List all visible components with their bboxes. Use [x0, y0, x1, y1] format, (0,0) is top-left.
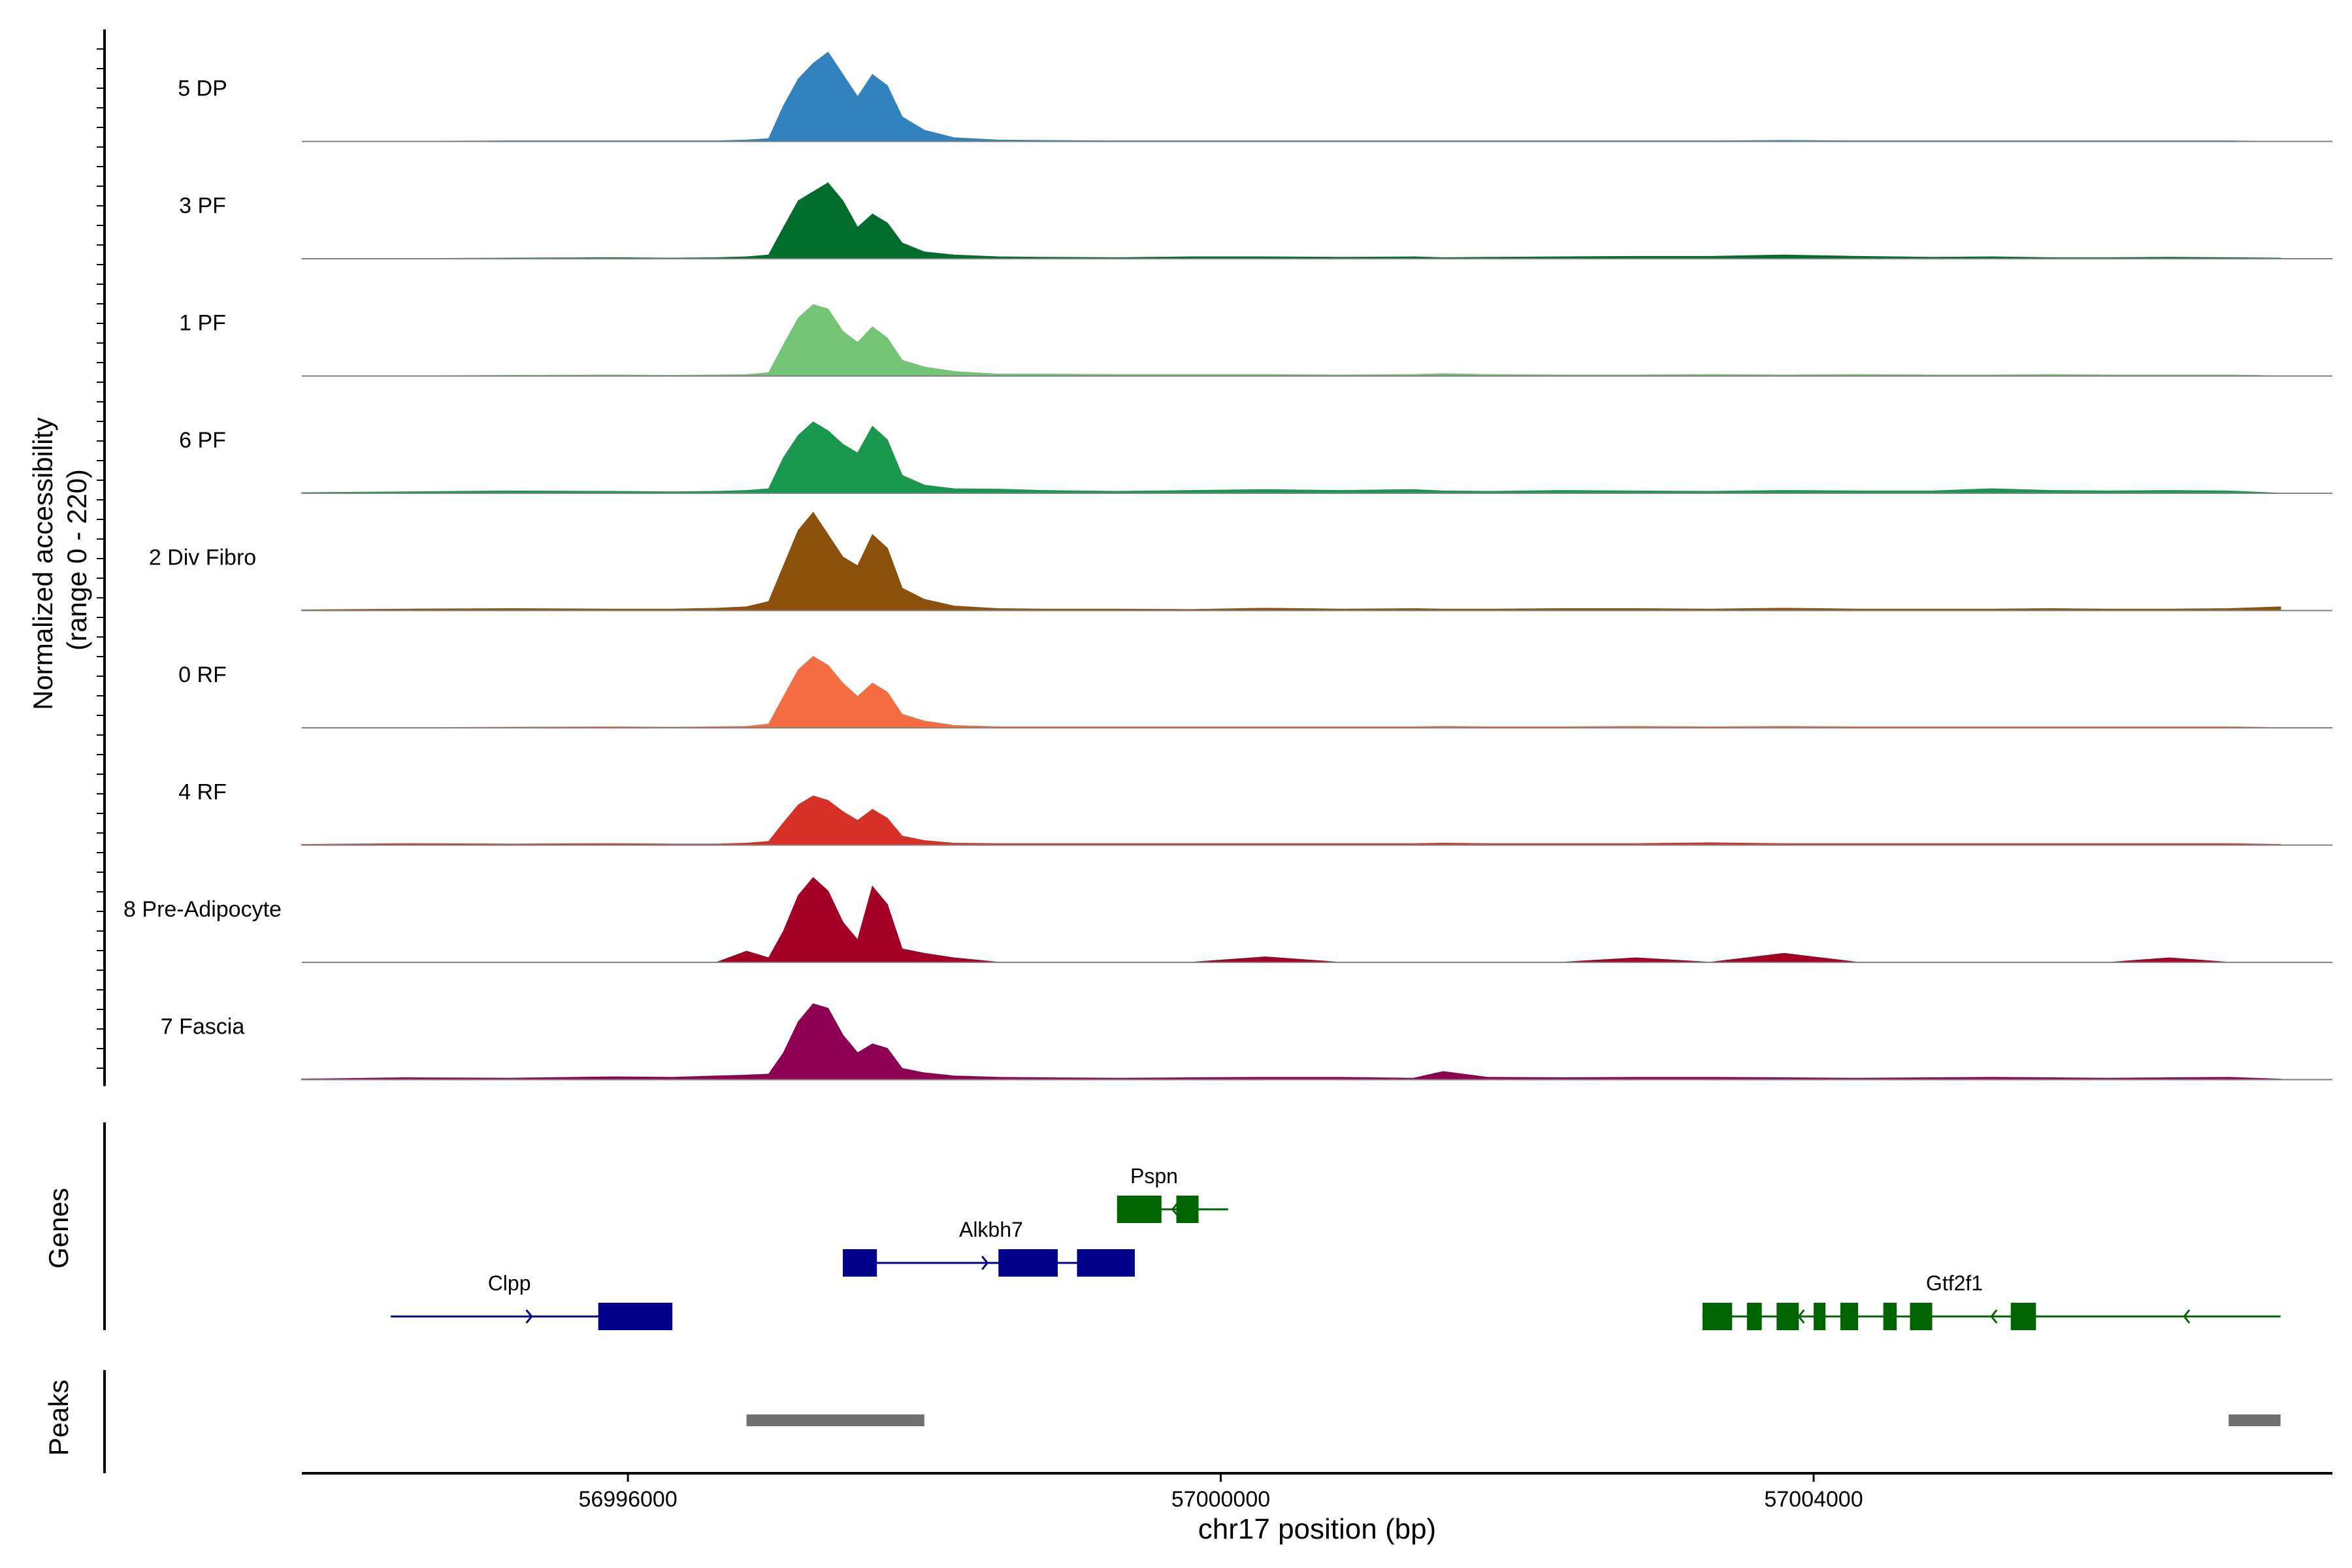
y-axis-label: Normalized accessibility (range 0 - 220)	[27, 410, 92, 710]
track-label-1-pf: 1 PF	[179, 311, 226, 336]
genes-axis-label: Genes	[43, 1188, 74, 1269]
gene-alkbh7: Alkbh7	[843, 1218, 1135, 1277]
genes-panel: Clpp Alkbh7 Pspn Gtf2f1	[103, 1122, 2281, 1330]
gene-label-alkbh7: Alkbh7	[959, 1218, 1023, 1241]
gene-label-clpp: Clpp	[488, 1271, 531, 1295]
exon-gtf2f1-4	[1813, 1303, 1826, 1330]
exon-gtf2f1-6	[1883, 1303, 1897, 1330]
track-label-7-fascia: 7 Fascia	[161, 1015, 245, 1039]
peak-2	[2229, 1414, 2281, 1426]
coverage-area-0-rf	[302, 655, 2281, 728]
exon-gtf2f1-2	[1746, 1303, 1762, 1330]
y-axis-label-line1: Normalized accessibility	[27, 417, 58, 710]
coverage-area-2-div-fibro	[301, 512, 2281, 612]
gene-gtf2f1: Gtf2f1	[1702, 1271, 2281, 1330]
track-label-0-rf: 0 RF	[178, 662, 227, 687]
exon-gtf2f1-5	[1840, 1303, 1859, 1330]
peaks-axis-label: Peaks	[43, 1380, 74, 1456]
exon-gtf2f1-1	[1702, 1303, 1733, 1330]
track-5-dp: 5 DP	[178, 52, 2332, 142]
strand-arrow-icon	[1171, 1202, 1179, 1217]
track-label-8-pre-adipocyte: 8 Pre-Adipocyte	[123, 897, 282, 922]
x-tick-label-57000000: 57000000	[1171, 1487, 1270, 1512]
track-7-fascia: 7 Fascia	[161, 1003, 2332, 1081]
track-4-rf: 4 RF	[178, 780, 2332, 846]
peaks-panel	[103, 1370, 2281, 1473]
exon-clpp-1	[598, 1303, 673, 1330]
track-6-pf: 6 PF	[179, 421, 2332, 494]
coverage-area-7-fascia	[301, 1003, 2281, 1081]
exon-gtf2f1-7	[1910, 1303, 1933, 1330]
coverage-tracks: 5 DP 3 PF 1 PF 6 PF 2 Div Fibro 0 RF 4 RF 8 Pre…	[123, 52, 2332, 1081]
x-axis: 56996000 57000000 57004000	[302, 1472, 2332, 1512]
exon-alkbh7-1	[843, 1249, 877, 1277]
strand-arrow-icon	[981, 1256, 989, 1270]
x-tick-label-56996000: 56996000	[578, 1487, 677, 1512]
strand-arrow-icon	[1990, 1309, 1998, 1324]
track-0-rf: 0 RF	[178, 655, 2332, 728]
track-label-5-dp: 5 DP	[178, 76, 227, 101]
coverage-area-3-pf	[302, 182, 2281, 259]
track-label-2-div-fibro: 2 Div Fibro	[149, 546, 256, 570]
strand-arrow-icon	[1797, 1309, 1805, 1324]
exon-alkbh7-2	[998, 1249, 1058, 1277]
coverage-area-1-pf	[302, 304, 2281, 377]
x-tick-label-57004000: 57004000	[1764, 1487, 1863, 1512]
gene-label-pspn: Pspn	[1130, 1164, 1178, 1188]
track-label-3-pf: 3 PF	[179, 193, 226, 218]
strand-arrow-icon	[525, 1309, 533, 1324]
y-axis-label-line2: (range 0 - 220)	[61, 469, 92, 651]
coverage-y-axis	[97, 29, 106, 1086]
coverage-area-6-pf	[301, 421, 2281, 494]
exon-pspn-1	[1117, 1196, 1162, 1223]
track-2-div-fibro: 2 Div Fibro	[149, 512, 2332, 612]
gene-clpp: Clpp	[391, 1271, 673, 1330]
exon-gtf2f1-3	[1776, 1303, 1799, 1330]
exon-alkbh7-3	[1077, 1249, 1135, 1277]
track-label-4-rf: 4 RF	[178, 780, 227, 805]
track-1-pf: 1 PF	[179, 304, 2332, 377]
peak-1	[746, 1414, 924, 1426]
exon-gtf2f1-8	[2010, 1303, 2036, 1330]
exon-pspn-2	[1176, 1196, 1199, 1223]
track-3-pf: 3 PF	[179, 182, 2332, 259]
coverage-area-4-rf	[301, 795, 2281, 846]
track-8-pre-adipocyte: 8 Pre-Adipocyte	[123, 877, 2332, 963]
gene-label-gtf2f1: Gtf2f1	[1926, 1271, 1983, 1295]
strand-arrow-icon	[2183, 1309, 2191, 1324]
gene-pspn: Pspn	[1117, 1164, 1228, 1223]
x-axis-title: chr17 position (bp)	[1198, 1513, 1436, 1545]
track-label-6-pf: 6 PF	[179, 428, 226, 453]
